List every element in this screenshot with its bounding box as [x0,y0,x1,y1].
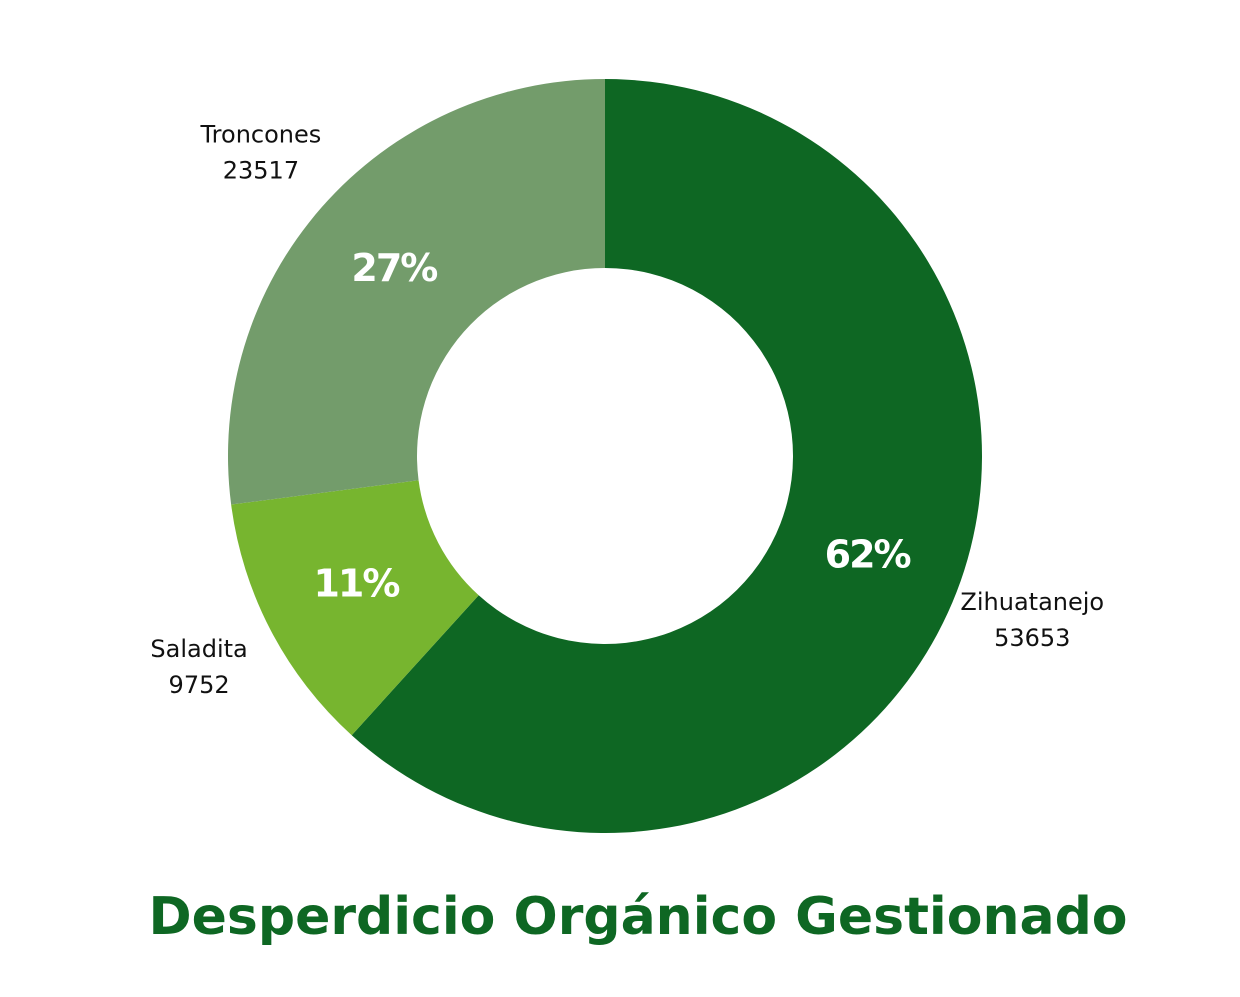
chart-title: Desperdicio Orgánico Gestionado [148,887,1127,947]
percent-label: 27% [351,246,437,290]
value-label: 53653 [994,624,1070,652]
percent-label: 11% [313,562,399,606]
donut-slice [231,480,479,736]
donut-slice [227,79,605,505]
percent-label: 62% [825,533,911,577]
donut-slice [351,79,983,833]
value-label: 9752 [169,671,230,699]
category-label: Zihuatanejo [960,588,1104,616]
category-label: Troncones [200,121,322,149]
value-label: 23517 [223,157,299,185]
category-label: Saladita [150,635,247,663]
